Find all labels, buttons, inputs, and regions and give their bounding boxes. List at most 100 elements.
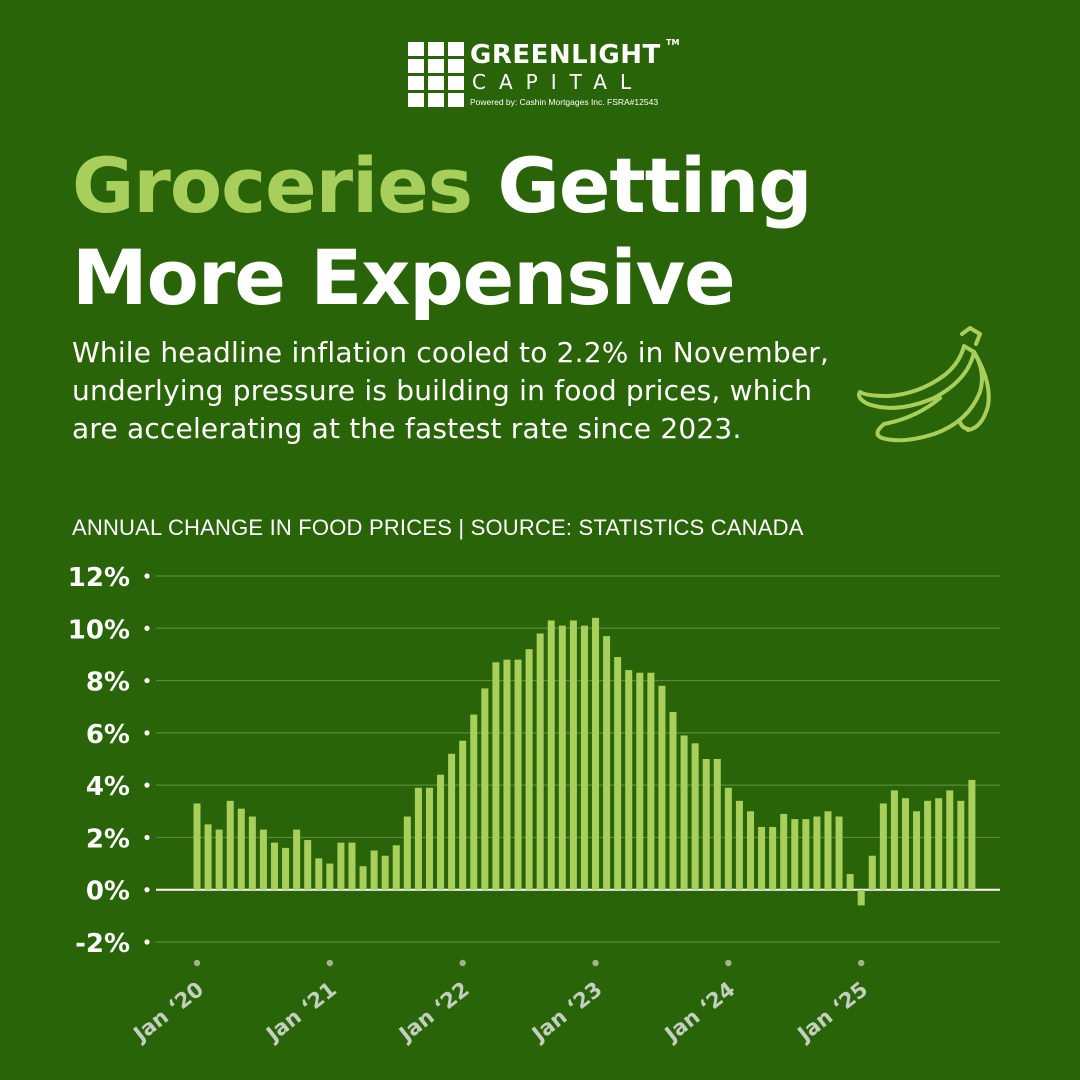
bar xyxy=(713,759,721,890)
bar xyxy=(669,711,677,890)
bar xyxy=(248,816,256,890)
bar xyxy=(492,662,500,890)
bar xyxy=(702,759,710,890)
bar xyxy=(459,740,467,890)
bar xyxy=(957,800,965,890)
bar xyxy=(592,617,600,890)
bar xyxy=(813,816,821,890)
bar xyxy=(735,800,743,890)
logo-trademark: TM xyxy=(666,38,680,47)
y-tick-label: 10% xyxy=(68,615,130,645)
bar xyxy=(846,874,854,890)
bar xyxy=(558,625,566,890)
y-tick-dot xyxy=(144,887,150,893)
bar xyxy=(226,800,234,890)
bar xyxy=(525,649,533,890)
bar xyxy=(204,824,212,890)
y-tick-label: 6% xyxy=(86,720,130,750)
bar xyxy=(293,829,301,890)
bar xyxy=(603,636,611,890)
headline: Groceries Getting More Expensive xyxy=(72,140,1032,324)
bar xyxy=(935,798,943,890)
y-tick-label: 0% xyxy=(86,877,130,907)
y-tick-label: 2% xyxy=(86,824,130,854)
bar xyxy=(547,620,555,890)
y-tick-dot xyxy=(144,834,150,841)
logo-grid-icon xyxy=(408,42,464,107)
bar xyxy=(868,855,876,890)
subtitle: While headline inflation cooled to 2.2% … xyxy=(72,336,830,445)
bar xyxy=(758,826,766,890)
bar xyxy=(304,840,312,890)
x-tick-label: Jan ‘21 xyxy=(260,977,341,1047)
y-tick-dot xyxy=(144,573,150,579)
bar xyxy=(514,659,522,890)
y-tick-dot xyxy=(144,625,150,631)
bar xyxy=(448,753,456,890)
bar xyxy=(968,779,976,890)
bar xyxy=(348,842,356,890)
bar xyxy=(901,798,909,890)
bar xyxy=(569,620,577,890)
bar xyxy=(769,826,777,890)
food-price-chart: 12% 10% 8% 6% 4% 2% 0% -2% Jan ‘20 Jan ‘21 Jan ‘22… xyxy=(68,563,1000,1047)
bar xyxy=(337,842,345,890)
bar xyxy=(802,819,810,890)
headline-line1-rest: Getting xyxy=(471,141,812,230)
bar xyxy=(691,743,699,890)
y-tick-label: 4% xyxy=(86,772,130,802)
bar xyxy=(835,816,843,890)
bar xyxy=(747,811,754,890)
y-tick-dot xyxy=(144,782,150,788)
bar xyxy=(780,813,788,890)
bar xyxy=(381,855,389,890)
logo-name: GREENLIGHT xyxy=(470,40,661,70)
x-tick-dot xyxy=(592,959,599,967)
bar xyxy=(857,889,865,906)
y-tick-label: -2% xyxy=(75,929,130,959)
x-tick-dot xyxy=(858,959,865,967)
x-tick-label: Jan ‘25 xyxy=(792,977,873,1047)
bar xyxy=(193,803,201,890)
y-tick-label: 8% xyxy=(86,668,130,698)
banana-icon xyxy=(857,326,991,443)
y-tick-dot xyxy=(144,677,150,684)
bar xyxy=(326,863,334,890)
headline-line2: More Expensive xyxy=(72,233,736,322)
x-tick-dot xyxy=(459,959,466,967)
bar xyxy=(536,633,544,890)
x-tick-dot xyxy=(326,959,334,967)
bar xyxy=(282,847,290,890)
bar xyxy=(237,808,245,890)
x-tick-label: Jan ‘22 xyxy=(393,977,474,1047)
x-tick-label: Jan ‘23 xyxy=(526,977,607,1047)
bar xyxy=(890,790,898,890)
bar xyxy=(503,659,511,890)
bar xyxy=(414,787,422,890)
company-logo: GREENLIGHT TM CAPITAL Powered by: Cashin… xyxy=(408,38,680,112)
bar xyxy=(259,829,267,890)
y-tick-label: 12% xyxy=(68,563,130,593)
bar xyxy=(924,800,932,890)
bar xyxy=(636,672,644,890)
x-tick-dot xyxy=(193,959,201,967)
bar xyxy=(625,670,633,890)
bar xyxy=(724,787,732,890)
bar xyxy=(946,790,954,890)
chart-title: ANNUAL CHANGE IN FOOD PRICES | SOURCE: S… xyxy=(72,515,804,540)
x-tick-label: Jan ‘24 xyxy=(659,977,740,1047)
x-tick-label: Jan ‘20 xyxy=(128,977,209,1047)
bar xyxy=(403,816,411,890)
bar xyxy=(824,811,832,890)
bar xyxy=(425,787,433,890)
bar xyxy=(315,858,323,890)
bar xyxy=(580,625,588,890)
bar xyxy=(370,850,378,890)
bar xyxy=(392,845,400,890)
bar xyxy=(913,811,921,890)
logo-powered-by: Powered by: Cashin Mortgages Inc. FSRA#1… xyxy=(470,97,659,107)
bar xyxy=(270,842,278,890)
bar xyxy=(879,803,887,890)
bar xyxy=(359,866,367,890)
logo-subname: CAPITAL xyxy=(472,70,645,94)
